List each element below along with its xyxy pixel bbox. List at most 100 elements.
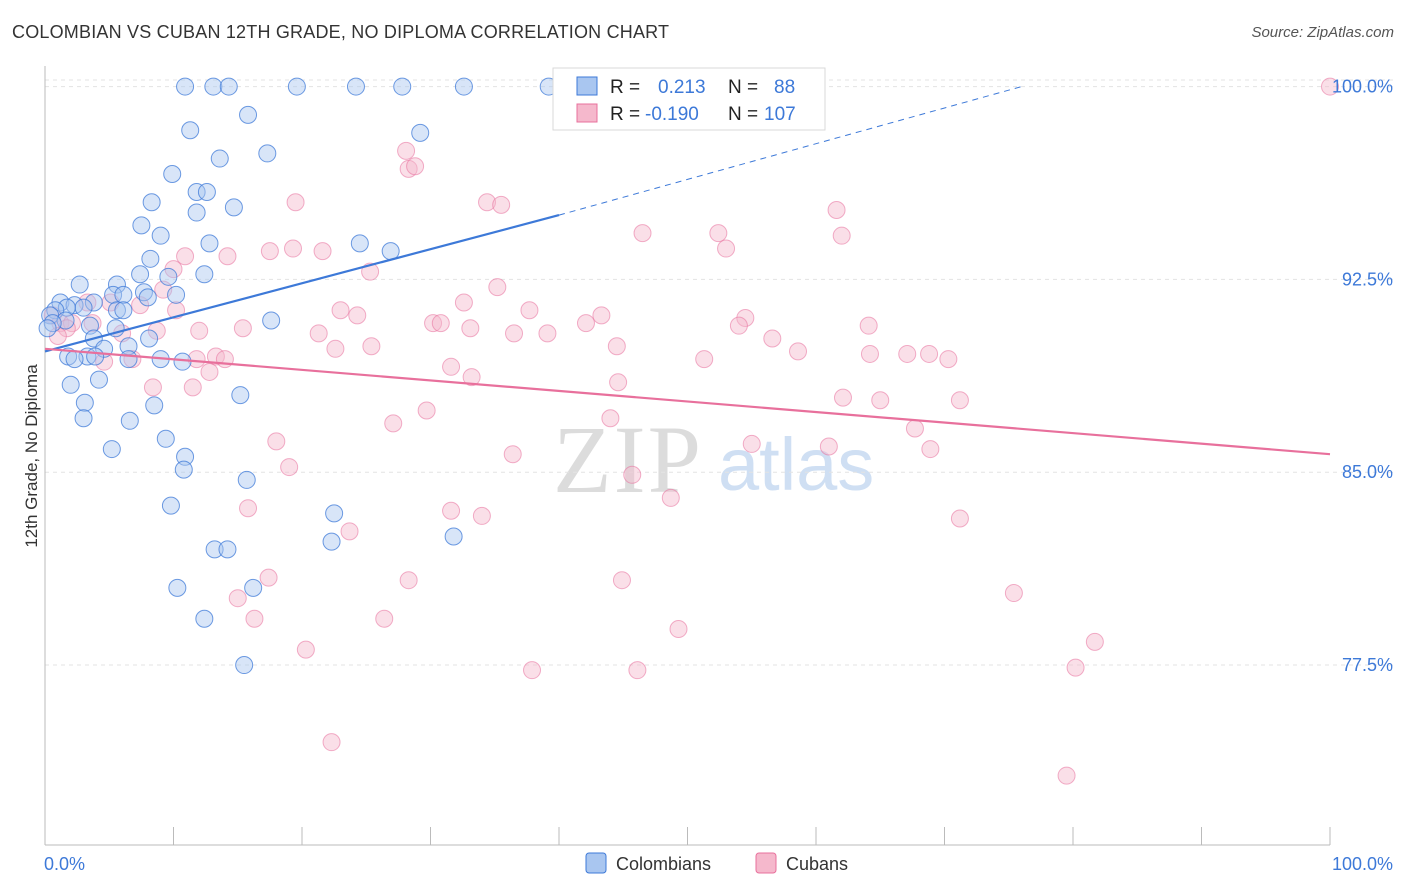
cubans-point-93: [612, 571, 631, 590]
cubans-point-64: [200, 362, 219, 381]
cubans-point-5: [492, 195, 511, 214]
colombians-point-29: [107, 275, 126, 294]
colombians-point-78: [218, 540, 237, 559]
cubans-point-67: [609, 373, 628, 392]
stats-swatch-pink: [576, 103, 598, 123]
cubans-point-83: [280, 458, 299, 477]
colombians-point-45: [43, 314, 62, 333]
colombians-point-0: [176, 77, 195, 96]
bottom-legend: Colombians Cubans: [585, 852, 848, 874]
colombians-point-35: [167, 285, 186, 304]
stats-n-value-1: 88: [774, 77, 795, 98]
chart-title: COLOMBIAN VS CUBAN 12TH GRADE, NO DIPLOM…: [12, 22, 670, 42]
cubans-point-11: [717, 239, 736, 258]
colombians-point-5: [393, 77, 412, 96]
cubans-point-69: [143, 378, 162, 397]
colombians-point-3: [287, 77, 306, 96]
cubans-point-97: [375, 609, 394, 628]
stats-legend-box: [552, 67, 826, 131]
colombians-point-28: [70, 275, 89, 294]
colombians-point-27: [195, 265, 214, 284]
cubans-point-8: [633, 224, 652, 243]
colombians-point-14: [187, 182, 206, 201]
cubans-point-80: [819, 437, 838, 456]
cubans-point-68: [695, 350, 714, 369]
colombians-point-66: [74, 409, 93, 428]
source-attribution: Source: ZipAtlas.com: [1251, 24, 1394, 41]
colombians-point-26: [159, 267, 178, 286]
stats-n-value-2: 107: [764, 104, 796, 125]
colombians-point-12: [258, 144, 277, 163]
colombians-point-62: [89, 370, 108, 389]
cubans-point-29: [592, 306, 611, 325]
cubans-point-31: [424, 314, 443, 333]
colombians-point-80: [244, 578, 263, 597]
colombians-point-64: [145, 396, 164, 415]
legend-label-colombians: Colombians: [616, 854, 711, 874]
cubans-point-39: [83, 314, 102, 333]
cubans-point-74: [417, 401, 436, 420]
cubans-point-105: [1057, 766, 1076, 785]
colombians-point-75: [444, 527, 463, 546]
cubans-point-95: [228, 589, 247, 608]
colombians-point-38: [74, 298, 93, 317]
colombians-point-73: [161, 496, 180, 515]
colombians-point-20: [151, 226, 170, 245]
y-tick-label-0: 100.0%: [1332, 77, 1393, 97]
stats-n-label-1: N =: [728, 77, 758, 98]
cubans-point-44: [190, 321, 209, 340]
cubans-point-34: [729, 316, 748, 335]
cubans-point-45: [233, 319, 252, 338]
colombians-trend-line: [44, 214, 560, 353]
cubans-point-58: [939, 350, 958, 369]
cubans-point-51: [362, 337, 381, 356]
cubans-point-85: [661, 488, 680, 507]
cubans-point-14: [313, 242, 332, 261]
x-tick-label-1: 100.0%: [1332, 854, 1393, 874]
colombians-point-57: [86, 347, 105, 366]
colombians-point-79: [168, 578, 187, 597]
colombians-point-10: [411, 123, 430, 142]
colombians-point-8: [181, 121, 200, 140]
colombians-trend-extension: [558, 86, 1022, 216]
colombians-point-9: [239, 105, 258, 124]
cubans-point-15: [176, 247, 195, 266]
cubans-point-100: [296, 640, 315, 659]
cubans-point-84: [623, 465, 642, 484]
stats-n-label-2: N =: [728, 104, 758, 125]
cubans-point-73: [950, 391, 969, 410]
cubans-point-56: [898, 344, 917, 363]
cubans-point-6: [286, 193, 305, 212]
cubans-point-16: [218, 247, 237, 266]
legend-swatch-cubans: [755, 852, 777, 874]
cubans-point-103: [1066, 658, 1085, 677]
colombians-point-74: [325, 504, 344, 523]
cubans-point-75: [601, 409, 620, 428]
cubans-point-47: [461, 319, 480, 338]
colombians-point-32: [114, 285, 133, 304]
cubans-point-48: [505, 324, 524, 343]
cubans-point-87: [442, 501, 461, 520]
colombians-point-18: [224, 198, 243, 217]
cubans-point-28: [520, 301, 539, 320]
colombians-point-76: [322, 532, 341, 551]
colombians-point-25: [131, 265, 150, 284]
colombians-point-61: [61, 375, 80, 394]
colombians-point-34: [138, 288, 157, 307]
colombians-point-43: [114, 301, 133, 320]
cubans-point-1: [397, 141, 416, 160]
cubans-point-57: [920, 344, 939, 363]
stats-swatch-blue: [576, 76, 598, 96]
y-axis-label: 12th Grade, No Diploma: [22, 364, 41, 548]
trend-lines: [44, 86, 1331, 456]
colombians-point-15: [197, 182, 216, 201]
cubans-point-98: [669, 620, 688, 639]
cubans-point-89: [950, 509, 969, 528]
colombians-point-39: [57, 298, 76, 317]
colombians-point-71: [237, 470, 256, 489]
axes: [44, 66, 1331, 846]
cubans-point-10: [832, 226, 851, 245]
cubans-point-99: [1085, 632, 1104, 651]
colombians-point-70: [176, 447, 195, 466]
